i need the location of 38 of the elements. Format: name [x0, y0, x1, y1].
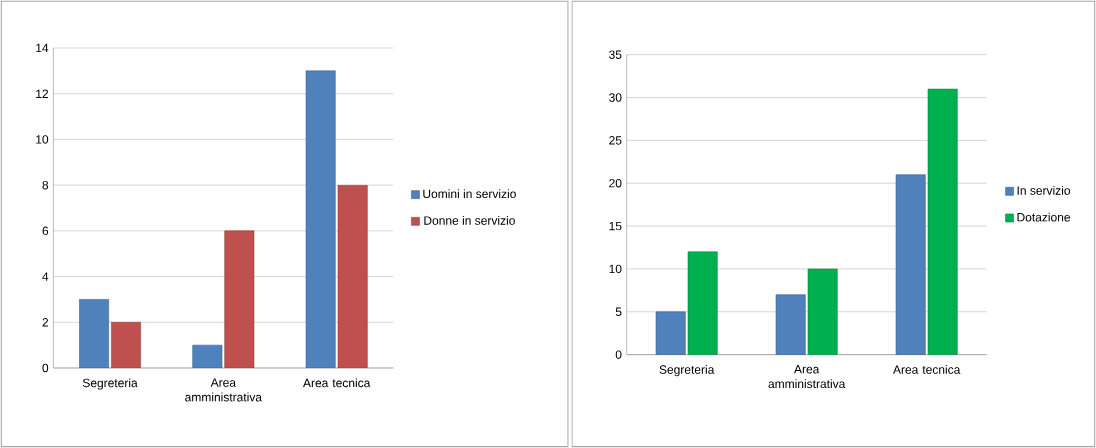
bar [775, 294, 806, 355]
bar [807, 268, 838, 355]
y-tick-label: 20 [609, 178, 622, 188]
x-tick-label: Area amministrativa [185, 378, 262, 402]
y-tick-label: 10 [609, 264, 622, 274]
x-tick-label: Area tecnica [893, 365, 961, 374]
y-tick-label: 35 [609, 50, 622, 59]
y-tick-label: 10 [36, 135, 49, 144]
bar [337, 184, 368, 368]
bar [655, 311, 686, 355]
x-tick-label: Segreteria [82, 378, 138, 390]
y-tick-label: 2 [42, 318, 49, 327]
legend-label: Dotazione [1017, 212, 1071, 222]
y-tick-label: 6 [42, 226, 49, 236]
x-tick-label: Area tecnica [303, 378, 371, 388]
y-tick-label: 5 [615, 307, 622, 316]
y-tick-label: 0 [615, 350, 622, 359]
x-tick-label: Segreteria [659, 365, 715, 377]
legend-label: In servizio [1017, 185, 1071, 195]
legend-label: Uomini in servizio [423, 189, 516, 199]
y-tick-label: 30 [609, 93, 622, 102]
y-tick-label: 14 [36, 43, 49, 53]
legend-label: Donne in servizio [424, 215, 515, 225]
y-tick-label: 4 [42, 272, 49, 281]
bar [927, 88, 958, 355]
bar [224, 230, 255, 368]
x-tick-label: Area amministrativa [768, 365, 846, 389]
bar [192, 344, 223, 368]
bar [111, 322, 141, 368]
y-tick-label: 8 [42, 180, 49, 190]
y-tick-label: 15 [609, 221, 622, 231]
bar [687, 251, 718, 355]
bar [895, 174, 926, 355]
bar [305, 70, 336, 368]
y-tick-label: 12 [36, 89, 49, 98]
y-tick-label: 25 [609, 136, 622, 145]
y-tick-label: 0 [42, 363, 49, 373]
bar [79, 299, 109, 368]
